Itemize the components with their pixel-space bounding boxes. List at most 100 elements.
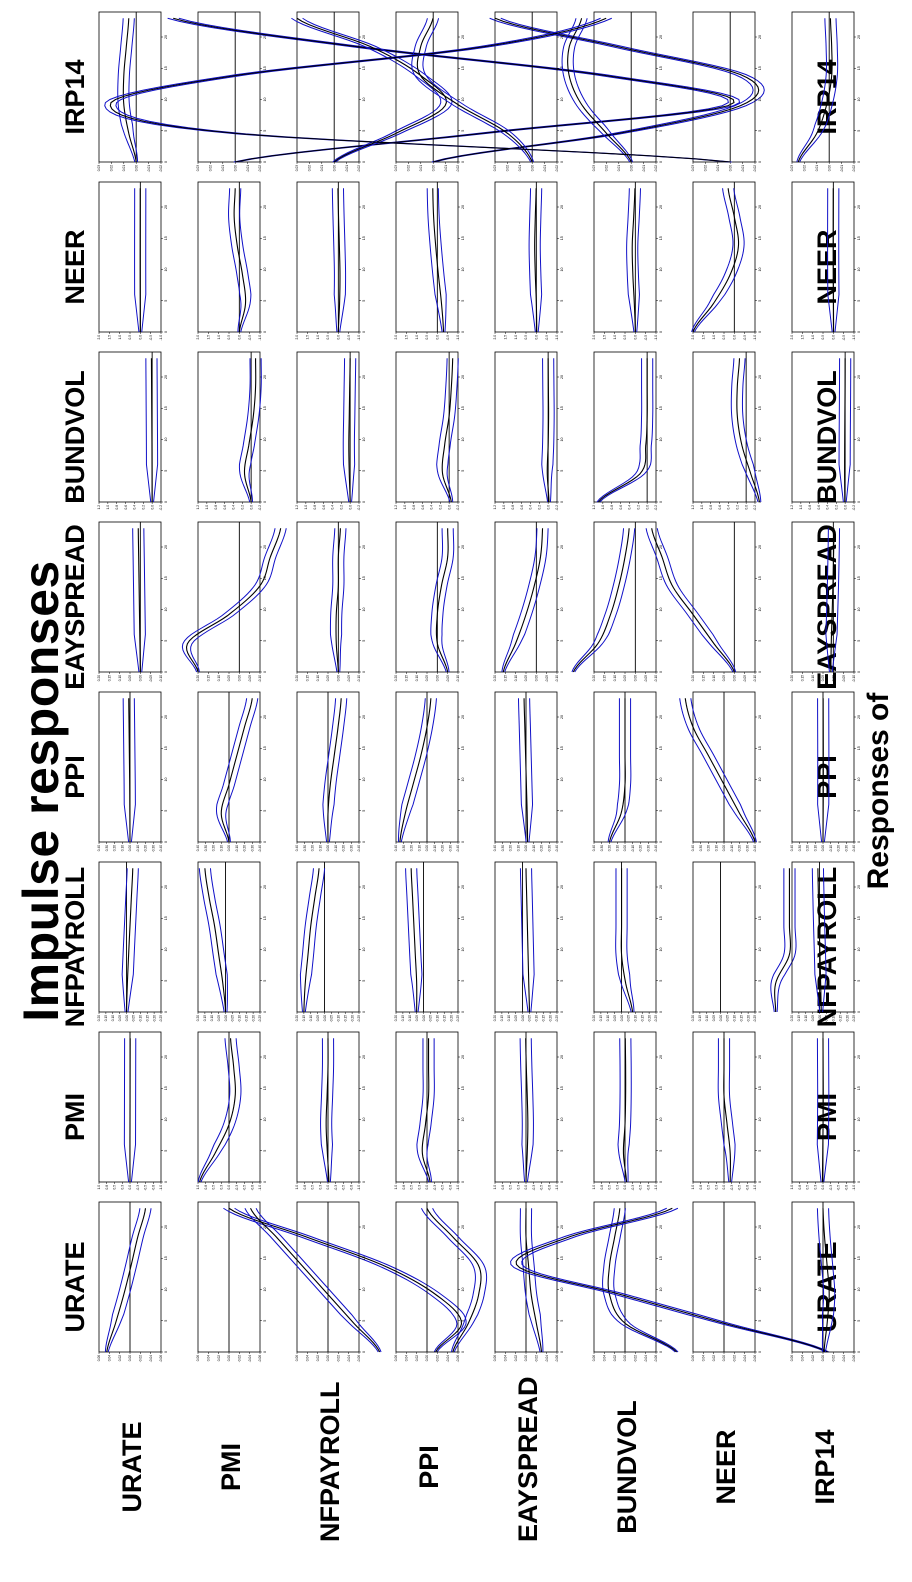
x-tick-label: 10 [263,268,267,272]
upper-band [426,188,443,333]
y-tick-label: -0.2 [852,505,856,511]
y-tick-label: 0.05 [227,675,231,681]
y-tick-label: -0.01 [642,165,646,172]
y-tick-label: 0.05 [425,675,429,681]
y-tick-label: 1.2 [691,505,695,510]
y-tick-label: 0.0 [546,505,550,510]
y-tick-label: 1.0 [403,505,407,510]
panel-eayspread-bundvol: -0.2 0.0 0.2 0.4 0.6 0.8 1.0 1.2 0 5 10 15 20 [493,351,564,511]
x-tick-label: 10 [560,1288,564,1292]
y-tick-label: 0.15 [599,1015,603,1021]
y-tick-label: -0.02 [357,165,361,172]
y-tick-label: 0.10 [613,675,617,681]
y-tick-label: -0.05 [743,675,747,682]
y-tick-label: 1.0 [613,335,617,340]
x-tick-label: 5 [659,810,663,812]
lower-band [141,188,147,333]
upper-band [132,528,140,673]
x-tick-label: 10 [659,98,663,102]
y-tick-label: 0.5 [707,1185,711,1190]
upper-band [816,1208,825,1353]
x-tick-label: 10 [164,98,168,102]
upper-band [517,698,527,843]
y-tick-label: -1.0 [159,1185,163,1191]
panel-frame [98,181,162,333]
lower-band [234,1207,467,1353]
y-tick-label: 0.8 [600,1185,604,1190]
x-tick-label: 0 [758,161,762,163]
y-tick-label: 1.2 [97,505,101,510]
y-tick-label: 0.05 [118,1015,122,1021]
y-tick-label: -0.20 [837,845,841,852]
x-tick-label: 0 [164,161,168,163]
x-tick-label: 20 [659,375,663,379]
y-tick-label: 0.15 [504,675,508,681]
panel-bundvol-urate: -0.06 -0.04 -0.02 0.00 0.02 0.04 0.06 0 5 10 15 20 [592,1201,679,1362]
panel-pmi-irp14: -0.02 -0.01 0.00 0.01 0.02 0.03 0 5 10 15 20 [167,11,741,172]
y-tick-label: -0.01 [345,165,349,172]
median-response [335,528,341,673]
y-tick-label: 0.05 [821,675,825,681]
panel-frame [692,521,756,673]
x-tick-label: 0 [560,1181,564,1183]
y-tick-label: -0.30 [646,845,650,852]
panel-neer-eayspread: -0.10 -0.05 0.00 0.05 0.10 0.15 0.20 0 5 10 15 20 [645,521,762,682]
y-tick-label: -0.2 [258,505,262,511]
y-tick-label: 0.3 [219,1185,223,1190]
y-tick-label: 0.30 [303,845,307,851]
x-tick-label: 10 [659,1288,663,1292]
y-tick-label: -0.25 [852,1015,856,1022]
lower-band [656,528,737,673]
x-tick-label: 15 [857,1256,861,1260]
y-tick-label: 2.0 [493,335,497,340]
y-tick-label: 0.01 [320,165,324,171]
y-tick-label: 0.8 [313,505,317,510]
y-tick-label: 0.06 [592,1355,596,1361]
x-tick-label: 0 [857,1351,861,1353]
lower-band [437,188,447,333]
y-tick-label: 1.0 [799,505,803,510]
y-tick-label: 0.8 [808,505,812,510]
x-tick-label: 15 [758,576,762,580]
upper-band [405,868,416,1013]
panel-frame [296,861,360,1013]
lower-band [636,188,641,333]
y-tick-label: 0.05 [524,675,528,681]
lower-band [521,1207,829,1353]
y-tick-label: -0.5 [743,335,747,341]
y-tick-label: -0.06 [159,1355,163,1362]
x-tick-label: 20 [263,545,267,549]
x-tick-label: 15 [461,1256,465,1260]
y-tick-label: 0.00 [535,675,539,681]
y-tick-label: -0.02 [832,1355,836,1362]
y-tick-label: 1.5 [801,335,805,340]
median-response [199,1038,236,1183]
panel-nfpayroll-urate: -0.06 -0.04 -0.02 0.00 0.02 0.04 0.06 0 5 10 15 20 [244,1201,382,1362]
x-tick-label: 0 [263,331,267,333]
y-tick-label: 0.04 [108,1355,112,1361]
lower-band [528,698,534,843]
x-tick-label: 20 [164,35,168,39]
lower-band [329,1038,335,1183]
panel-nfpayroll-pmi: -1.0 -0.8-0.5 -0.3 0.0 0.30.5 0.8 1.0 0 5 10 15 20 [295,1031,366,1191]
y-tick-label: 0.10 [615,845,619,851]
y-tick-label: 0.00 [227,1355,231,1361]
upper-band [816,1038,822,1183]
panel-nfpayroll-nfpayroll: -0.25-0.20-0.15-0.10-0.050.000.050.100.1… [295,861,366,1022]
y-tick-label: 0.00 [422,1015,426,1021]
panel-urate-bundvol: -0.2 0.0 0.2 0.4 0.6 0.8 1.0 1.2 0 5 10 15 20 [97,351,168,511]
x-tick-label: 0 [659,1351,663,1353]
x-tick-label: 5 [560,810,564,812]
y-tick-label: -0.02 [159,165,163,172]
panel-frame [296,11,360,163]
y-tick-label: 0.4 [232,505,236,510]
y-tick-label: -0.30 [745,845,749,852]
x-tick-label: 5 [461,300,465,302]
x-tick-label: 5 [362,130,366,132]
y-tick-label: -0.10 [634,1015,638,1022]
y-tick-label: 0.6 [223,505,227,510]
y-tick-label: 0.2 [240,505,244,510]
x-tick-label: 10 [164,778,168,782]
x-tick-label: 5 [758,300,762,302]
x-tick-label: 20 [758,35,762,39]
